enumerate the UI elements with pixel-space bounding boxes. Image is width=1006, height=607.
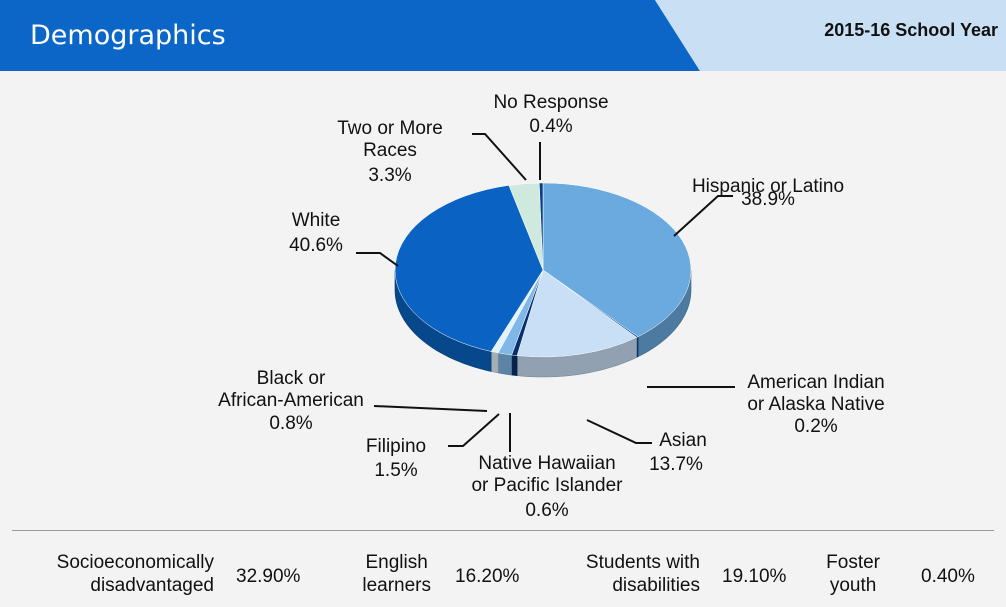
slice-label-no-response: No Response — [493, 92, 608, 113]
divider — [12, 530, 994, 531]
stat-label: Socioeconomically disadvantaged — [57, 551, 214, 597]
slice-label-asian: Asian — [659, 430, 707, 451]
stat-label: Students with disabilities — [586, 551, 700, 597]
leader-line-asian — [587, 420, 652, 443]
pie-side-filipino — [498, 353, 511, 375]
slice-label-american-indian-or-alaska-native: or Alaska Native — [747, 394, 884, 415]
slice-label-native-hawaiian-or-pacific-islander: or Pacific Islander — [471, 475, 623, 496]
data-label-native-hawaiian-or-pacific-islander: 0.6% — [525, 500, 568, 521]
slice-label-black-or-african-american: Black or — [257, 368, 326, 389]
pie-top — [395, 183, 691, 357]
stat-value: 19.10% — [722, 566, 786, 588]
stat-label: Foster youth — [826, 551, 880, 597]
pie-side-native-hawaiian-or-pacific-islander — [512, 355, 517, 376]
stat-value: 16.20% — [455, 566, 519, 588]
slice-label-white: White — [292, 210, 341, 231]
data-label-no-response: 0.4% — [529, 116, 572, 137]
leader-line-filipino — [448, 414, 499, 446]
data-label-american-indian-or-alaska-native: 0.2% — [794, 416, 837, 437]
stat-value: 32.90% — [236, 566, 300, 588]
leader-line-hispanic-or-latino — [674, 196, 733, 236]
leader-line-two-or-more-races — [472, 134, 526, 180]
data-label-asian: 13.7% — [649, 454, 703, 475]
data-label-white: 40.6% — [289, 235, 343, 256]
slice-label-black-or-african-american: African-American — [218, 390, 364, 411]
slice-label-two-or-more-races: Races — [363, 140, 417, 161]
slice-label-filipino: Filipino — [366, 436, 426, 457]
slice-label-two-or-more-races: Two or More — [337, 118, 443, 139]
slice-label-american-indian-or-alaska-native: American Indian — [747, 372, 884, 393]
stat-label: English learners — [362, 551, 431, 597]
data-label-filipino: 1.5% — [374, 460, 417, 481]
data-label-hispanic-or-latino: 38.9% — [741, 189, 795, 210]
stat-value: 0.40% — [921, 566, 975, 588]
pie-side-black-or-african-american — [491, 351, 498, 372]
data-label-two-or-more-races: 3.3% — [368, 165, 411, 186]
slice-label-native-hawaiian-or-pacific-islander: Native Hawaiian — [478, 453, 615, 474]
data-label-black-or-african-american: 0.8% — [269, 413, 312, 434]
leader-line-white — [356, 253, 398, 266]
leader-line-black-or-african-american — [374, 406, 487, 411]
